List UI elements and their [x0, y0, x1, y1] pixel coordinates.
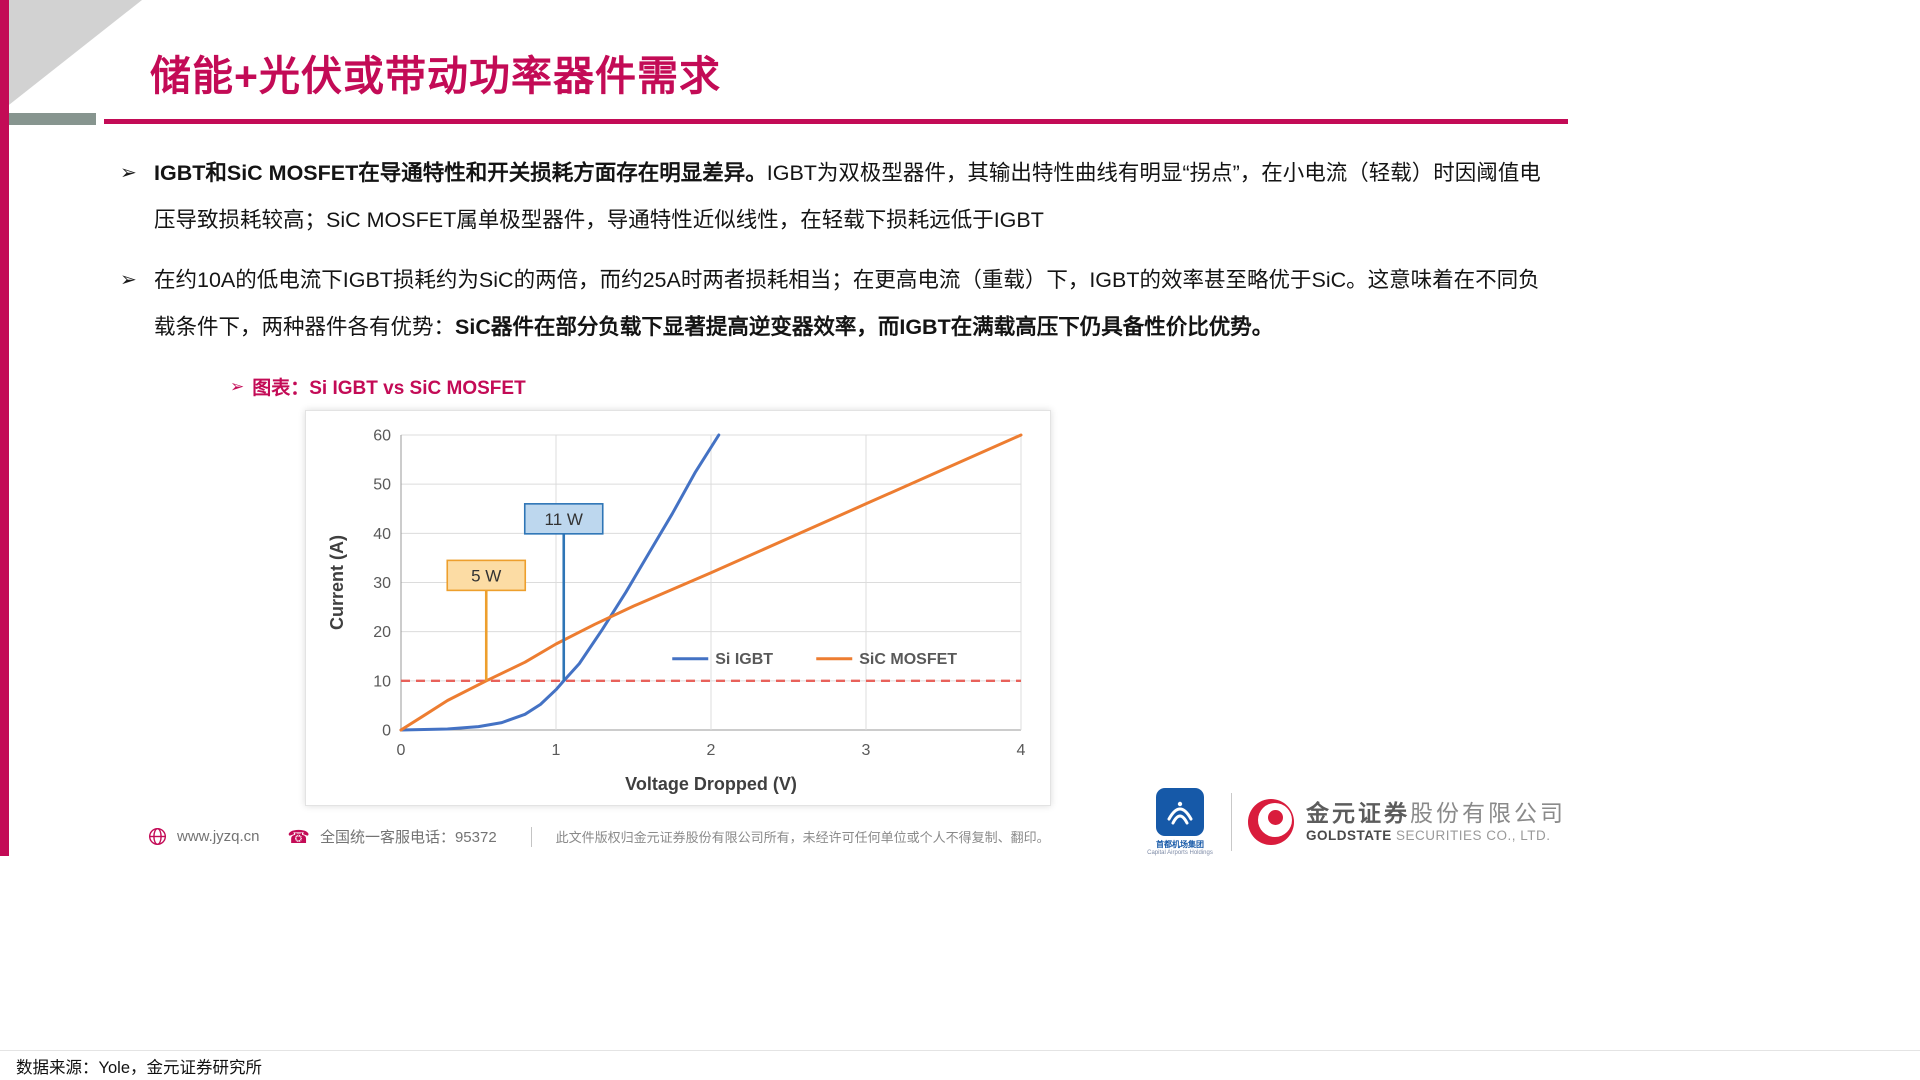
y-tick-label: 30: [373, 575, 391, 592]
footer-divider: [530, 826, 532, 847]
annotation-label: 11 W: [545, 510, 583, 529]
chart-container: 0 10 20 30 40 50 60 0 1 2 3 4 Voltage Dropped (V) Cur…: [305, 410, 1051, 806]
y-tick-label: 60: [373, 428, 391, 445]
airport-group-logo: 首都机场集团 Capital Airports Holdings: [1145, 788, 1215, 856]
source-note-bar: 数据来源：Yole，金元证券研究所: [0, 1050, 1920, 1080]
brand-divider: [1231, 793, 1232, 851]
page-title: 储能+光伏或带动功率器件需求: [150, 53, 721, 99]
goldstate-logo-text: 金元证券股份有限公司 GOLDSTATE SECURITIES CO., LTD…: [1306, 799, 1566, 845]
decorative-corner-triangle: [0, 0, 142, 112]
goldstate-logo-icon: [1248, 799, 1294, 845]
annotation-box: [446, 559, 527, 592]
goldstate-logo: 金元证券股份有限公司 GOLDSTATE SECURITIES CO., LTD…: [1248, 799, 1566, 845]
company-name-cn: 金元证券股份有限公司: [1306, 800, 1566, 827]
footer-hotline: 全国统一客服电话：95372: [319, 829, 497, 846]
footer-copyright: 此文件版权归金元证券股份有限公司所有，未经许可任何单位或个人不得复制、翻印。: [555, 830, 1050, 845]
brand-logos: 首都机场集团 Capital Airports Holdings 金元证券股份有…: [1145, 788, 1566, 856]
annotation-box: [523, 503, 604, 535]
airport-logo-en-label: Capital Airports Holdings: [1147, 850, 1213, 856]
caption-arrow-icon: ➢: [230, 376, 245, 396]
bullet-1-bold-lead: IGBT和SiC MOSFET在导通特性和开关损耗方面存在明显差异。: [154, 161, 767, 185]
series-line-sic-mosfet: [399, 433, 1023, 732]
bullet-text-1: IGBT和SiC MOSFET在导通特性和开关损耗方面存在明显差异。IGBT为双…: [154, 150, 1558, 244]
bullet-item-2: ➢ 在约10A的低电流下IGBT损耗约为SiC的两倍，而约25A时两者损耗相当；…: [120, 257, 1558, 351]
annotation-label: 5 W: [471, 566, 501, 585]
bullet-arrow-icon: ➢: [120, 162, 137, 184]
figure-caption: ➢ 图表：Si IGBT vs SiC MOSFET: [230, 373, 1558, 400]
y-tick-label: 0: [382, 723, 391, 740]
footer-website: www.jyzq.cn: [177, 828, 260, 845]
bullet-1-body: IGBT为双极型器件，其输出特性曲线有明显“拐点”，在小电流（轻载）时因阈值电压…: [154, 161, 1541, 232]
figure-caption-text: 图表：Si IGBT vs SiC MOSFET: [252, 378, 526, 399]
bullet-2-bold-tail: SiC器件在部分负载下显著提高逆变器效率，而IGBT在满载高压下仍具备性价比优势…: [455, 315, 1274, 339]
legend-label: Si IGBT: [715, 651, 773, 668]
phone-icon: ☎: [287, 826, 310, 847]
footer: www.jyzq.cn ☎ 全国统一客服电话：95372 此文件版权归金元证券股…: [148, 826, 1050, 847]
airport-logo-icon: [1156, 788, 1204, 836]
x-tick-label: 2: [707, 742, 716, 759]
x-tick-label: 0: [397, 742, 406, 759]
globe-icon: [148, 827, 167, 846]
x-axis-title: Voltage Dropped (V): [625, 774, 797, 794]
x-tick-label: 1: [552, 742, 561, 759]
y-axis-title: Current (A): [327, 535, 347, 630]
title-underline-rule: [104, 119, 1568, 124]
y-tick-label: 10: [373, 673, 391, 690]
left-accent-stripe: [0, 0, 9, 856]
legend-label: SiC MOSFET: [859, 651, 957, 668]
y-tick-label: 40: [373, 526, 391, 543]
x-tick-label: 4: [1017, 742, 1026, 759]
x-tick-label: 3: [862, 742, 871, 759]
company-name-en: GOLDSTATE SECURITIES CO., LTD.: [1306, 827, 1551, 843]
slide-body: ➢ IGBT和SiC MOSFET在导通特性和开关损耗方面存在明显差异。IGBT…: [120, 150, 1558, 806]
bullet-2-body: 在约10A的低电流下IGBT损耗约为SiC的两倍，而约25A时两者损耗相当；在更…: [154, 268, 1540, 339]
bullet-item-1: ➢ IGBT和SiC MOSFET在导通特性和开关损耗方面存在明显差异。IGBT…: [120, 150, 1558, 244]
bullet-text-2: 在约10A的低电流下IGBT损耗约为SiC的两倍，而约25A时两者损耗相当；在更…: [154, 257, 1558, 351]
igbt-vs-mosfet-chart: 0 10 20 30 40 50 60 0 1 2 3 4 Voltage Dropped (V) Cur…: [327, 428, 1026, 795]
bullet-arrow-icon: ➢: [120, 269, 137, 291]
y-tick-label: 20: [373, 624, 391, 641]
airport-logo-cn-label: 首都机场集团: [1156, 840, 1204, 849]
source-note: 数据来源：Yole，金元证券研究所: [16, 1058, 263, 1077]
decorative-corner-bar: [0, 113, 96, 125]
y-tick-label: 50: [373, 477, 391, 494]
